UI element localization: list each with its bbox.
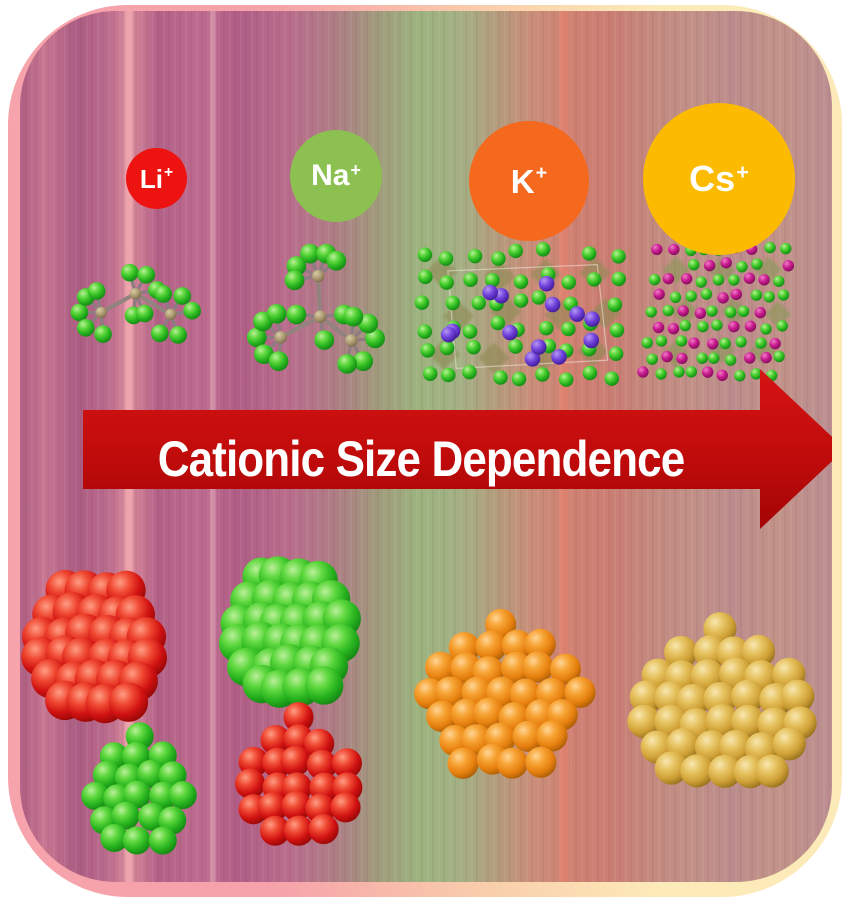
crystal-structure-li <box>70 263 202 344</box>
gradient-card: Cationic Size Dependence Li + Na + K + Cs + <box>20 11 832 882</box>
nanocluster-orange <box>414 608 596 779</box>
nanocluster-red-large <box>21 570 168 724</box>
nanocluster-red-small <box>235 702 363 846</box>
cation-na-charge: + <box>350 159 361 180</box>
cation-na-symbol: Na <box>311 159 350 192</box>
crystal-structure-cs <box>637 241 795 382</box>
crystal-structure-k <box>414 242 627 387</box>
cation-li-symbol: Li <box>139 163 163 194</box>
crystal-structure-na <box>247 243 385 374</box>
nanocluster-green-small <box>81 722 197 855</box>
cation-cs-symbol: Cs <box>689 158 736 199</box>
cation-li: Li + <box>126 148 187 209</box>
arrow-label: Cationic Size Dependence <box>157 431 685 487</box>
cation-cs: Cs + <box>643 103 795 255</box>
nanocluster-green-large <box>218 556 361 708</box>
cation-cs-charge: + <box>736 158 749 184</box>
cation-k-charge: + <box>535 162 548 185</box>
cation-na: Na + <box>290 130 382 222</box>
cation-li-charge: + <box>164 164 174 182</box>
cation-k: K + <box>469 121 589 241</box>
cation-k-symbol: K <box>510 162 535 200</box>
nanocluster-gold <box>627 612 817 789</box>
